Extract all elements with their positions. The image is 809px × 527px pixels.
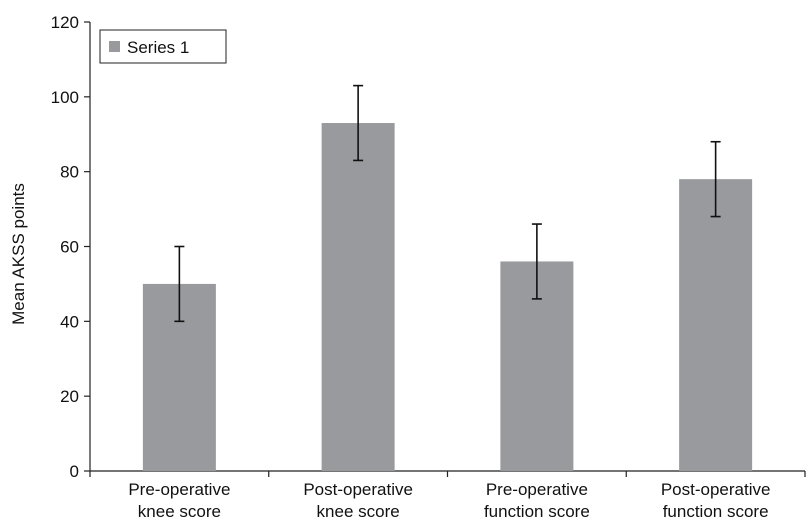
x-category-label: knee score <box>138 502 221 521</box>
x-category-label: Pre-operative <box>486 480 588 499</box>
y-tick-label: 100 <box>51 88 79 107</box>
x-category-label: Post-operative <box>661 480 771 499</box>
x-category-label: Pre-operative <box>128 480 230 499</box>
x-category-label: knee score <box>317 502 400 521</box>
tick-labels: 0 20 40 60 80 100 120 Pre-operative knee score Po… <box>51 13 771 521</box>
y-tick-label: 120 <box>51 13 79 32</box>
x-category-label: function score <box>484 502 590 521</box>
y-tick-label: 80 <box>60 163 79 182</box>
legend: Series 1 <box>99 29 227 64</box>
y-tick-label: 40 <box>60 312 79 331</box>
y-tick-label: 0 <box>70 462 79 481</box>
y-tick-label: 60 <box>60 238 79 257</box>
x-category-label: function score <box>663 502 769 521</box>
x-category-label: Post-operative <box>303 480 413 499</box>
y-tick-label: 20 <box>60 387 79 406</box>
bar <box>679 179 753 471</box>
bar <box>321 123 395 472</box>
legend-box <box>99 29 227 64</box>
bars <box>142 123 753 472</box>
error-bars <box>174 84 721 323</box>
y-axis-title: Mean AKSS points <box>9 183 28 325</box>
legend-swatch <box>109 41 120 52</box>
legend-label: Series 1 <box>127 38 189 57</box>
